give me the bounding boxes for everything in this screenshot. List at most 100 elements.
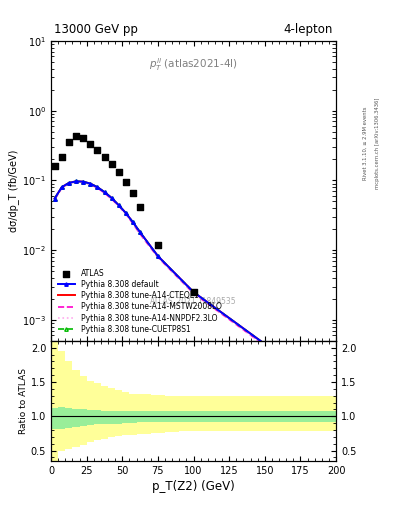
Pythia 8.308 default (298, 362, 303, 369)
Y-axis label: Ratio to ATLAS: Ratio to ATLAS (19, 368, 28, 434)
Pythia 8.308 tune-A14-CTEQL1 (102, 189, 107, 195)
Pythia 8.308 tune-A14-MSTW2008LO (138, 231, 143, 237)
Pythia 8.308 tune-A14-CTEQL1 (52, 196, 57, 202)
ATLAS (155, 241, 161, 249)
Pythia 8.308 tune-A14-CTEQL1 (138, 229, 143, 236)
Pythia 8.308 tune-CUETP8S1 (109, 195, 114, 201)
Pythia 8.308 tune-CUETP8S1 (73, 178, 78, 184)
Pythia 8.308 tune-CUETP8S1 (130, 219, 135, 225)
Pythia 8.308 tune-CUETP8S1 (191, 289, 196, 295)
X-axis label: p_T(Z2) (GeV): p_T(Z2) (GeV) (152, 480, 235, 493)
Pythia 8.308 tune-A14-MSTW2008LO (59, 185, 64, 191)
Pythia 8.308 tune-A14-MSTW2008LO (109, 196, 114, 202)
ATLAS (66, 138, 72, 146)
Pythia 8.308 tune-CUETP8S1 (156, 253, 160, 259)
ATLAS (116, 168, 122, 177)
Pythia 8.308 tune-A14-NNPDF2.3LO (52, 196, 57, 202)
Pythia 8.308 tune-A14-CTEQL1 (191, 289, 196, 295)
Line: Pythia 8.308 tune-A14-NNPDF2.3LO: Pythia 8.308 tune-A14-NNPDF2.3LO (55, 182, 329, 393)
Legend: ATLAS, Pythia 8.308 default, Pythia 8.308 tune-A14-CTEQL1, Pythia 8.308 tune-A14: ATLAS, Pythia 8.308 default, Pythia 8.30… (55, 265, 225, 337)
Pythia 8.308 tune-A14-NNPDF2.3LO (109, 196, 114, 202)
Pythia 8.308 tune-A14-MSTW2008LO (66, 181, 71, 187)
ATLAS (123, 178, 129, 186)
ATLAS (297, 358, 303, 366)
Text: mcplots.cern.ch [arXiv:1306.3436]: mcplots.cern.ch [arXiv:1306.3436] (375, 98, 380, 189)
Pythia 8.308 tune-A14-CTEQL1 (156, 253, 160, 259)
Pythia 8.308 tune-A14-MSTW2008LO (73, 179, 78, 185)
Pythia 8.308 tune-A14-MSTW2008LO (191, 290, 196, 296)
Pythia 8.308 default (52, 196, 57, 202)
Pythia 8.308 tune-A14-MSTW2008LO (263, 343, 267, 349)
Pythia 8.308 tune-CUETP8S1 (88, 181, 93, 187)
Pythia 8.308 tune-A14-MSTW2008LO (116, 203, 121, 209)
Pythia 8.308 tune-A14-NNPDF2.3LO (191, 290, 196, 296)
Pythia 8.308 default (59, 184, 64, 190)
Text: 4-lepton: 4-lepton (284, 23, 333, 35)
Pythia 8.308 tune-CUETP8S1 (66, 180, 71, 186)
Pythia 8.308 tune-A14-MSTW2008LO (327, 390, 331, 396)
Pythia 8.308 tune-A14-MSTW2008LO (102, 190, 107, 196)
Pythia 8.308 default (123, 210, 128, 216)
Pythia 8.308 tune-A14-CTEQL1 (130, 219, 135, 225)
Y-axis label: dσ/dp_T (fb/GeV): dσ/dp_T (fb/GeV) (9, 150, 20, 232)
Pythia 8.308 tune-A14-MSTW2008LO (156, 254, 160, 260)
Line: Pythia 8.308 tune-CUETP8S1: Pythia 8.308 tune-CUETP8S1 (53, 180, 331, 391)
Pythia 8.308 tune-A14-NNPDF2.3LO (123, 211, 128, 217)
Pythia 8.308 tune-A14-MSTW2008LO (88, 181, 93, 187)
Pythia 8.308 tune-A14-CTEQL1 (81, 179, 86, 185)
Pythia 8.308 tune-CUETP8S1 (263, 341, 267, 347)
Line: Pythia 8.308 tune-A14-MSTW2008LO: Pythia 8.308 tune-A14-MSTW2008LO (55, 182, 329, 393)
Pythia 8.308 tune-A14-CTEQL1 (59, 184, 64, 190)
Pythia 8.308 tune-CUETP8S1 (138, 229, 143, 236)
Pythia 8.308 default (138, 229, 143, 236)
ATLAS (101, 153, 108, 161)
Pythia 8.308 tune-CUETP8S1 (95, 184, 100, 190)
Pythia 8.308 tune-A14-MSTW2008LO (52, 197, 57, 203)
Pythia 8.308 tune-A14-NNPDF2.3LO (81, 179, 86, 185)
ATLAS (87, 140, 94, 148)
ATLAS (73, 132, 79, 140)
ATLAS (80, 134, 86, 142)
Pythia 8.308 tune-CUETP8S1 (102, 189, 107, 195)
Pythia 8.308 tune-A14-CTEQL1 (263, 341, 267, 347)
Pythia 8.308 default (263, 341, 267, 347)
Pythia 8.308 tune-A14-CTEQL1 (109, 195, 114, 201)
Pythia 8.308 tune-A14-NNPDF2.3LO (73, 179, 78, 185)
Pythia 8.308 default (102, 189, 107, 195)
Pythia 8.308 tune-A14-CTEQL1 (95, 184, 100, 190)
Pythia 8.308 default (116, 202, 121, 208)
Pythia 8.308 tune-CUETP8S1 (123, 210, 128, 216)
ATLAS (137, 203, 143, 211)
Text: ATLAS_2021_I1849535: ATLAS_2021_I1849535 (150, 296, 237, 305)
Pythia 8.308 tune-A14-CTEQL1 (116, 202, 121, 208)
Pythia 8.308 tune-CUETP8S1 (116, 202, 121, 208)
Pythia 8.308 tune-A14-MSTW2008LO (298, 364, 303, 370)
Pythia 8.308 tune-A14-NNPDF2.3LO (138, 230, 143, 236)
Pythia 8.308 tune-A14-CTEQL1 (73, 178, 78, 184)
Text: 13000 GeV pp: 13000 GeV pp (54, 23, 138, 35)
Pythia 8.308 tune-A14-MSTW2008LO (123, 211, 128, 217)
Pythia 8.308 tune-A14-NNPDF2.3LO (263, 342, 267, 348)
Pythia 8.308 tune-A14-NNPDF2.3LO (95, 184, 100, 190)
Pythia 8.308 default (130, 219, 135, 225)
Pythia 8.308 tune-A14-NNPDF2.3LO (102, 189, 107, 196)
Pythia 8.308 tune-A14-NNPDF2.3LO (298, 364, 303, 370)
Pythia 8.308 default (66, 180, 71, 186)
Pythia 8.308 default (88, 181, 93, 187)
ATLAS (59, 153, 65, 161)
Pythia 8.308 default (156, 253, 160, 259)
ATLAS (262, 352, 268, 360)
Pythia 8.308 tune-A14-CTEQL1 (327, 387, 331, 393)
Pythia 8.308 tune-CUETP8S1 (59, 184, 64, 190)
Pythia 8.308 tune-A14-NNPDF2.3LO (66, 180, 71, 186)
Line: Pythia 8.308 tune-A14-CTEQL1: Pythia 8.308 tune-A14-CTEQL1 (55, 181, 329, 390)
Pythia 8.308 tune-CUETP8S1 (327, 387, 331, 393)
ATLAS (130, 189, 136, 198)
Pythia 8.308 tune-A14-MSTW2008LO (81, 179, 86, 185)
Pythia 8.308 tune-A14-MSTW2008LO (130, 221, 135, 227)
Pythia 8.308 tune-A14-CTEQL1 (88, 181, 93, 187)
ATLAS (51, 162, 58, 170)
Pythia 8.308 default (109, 195, 114, 201)
Pythia 8.308 tune-CUETP8S1 (81, 179, 86, 185)
ATLAS (108, 160, 115, 168)
